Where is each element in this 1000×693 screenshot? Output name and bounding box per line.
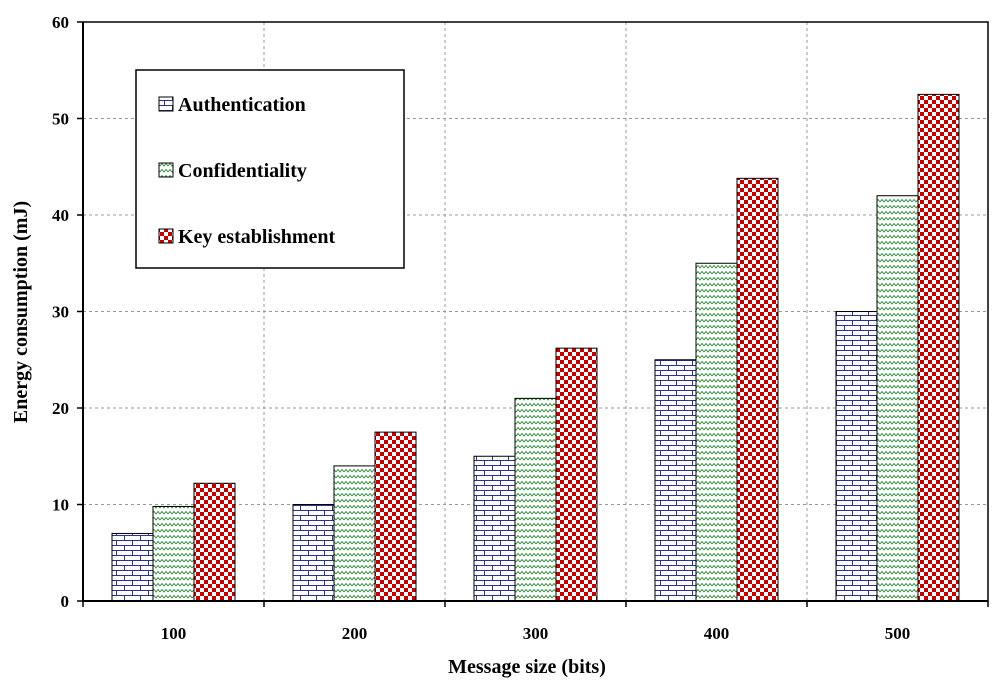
y-tick-label: 50 xyxy=(52,110,69,129)
bar-key-establishment-500 xyxy=(917,93,960,602)
y-tick-label: 30 xyxy=(52,303,69,322)
legend-label: Confidentiality xyxy=(178,160,307,182)
bar-confidentiality-400 xyxy=(695,262,738,602)
legend-swatch-authentication xyxy=(158,96,174,112)
tick-labels: 0 10 20 30 40 50 60 100 200 300 400 500 xyxy=(52,13,910,643)
bar-authentication-500 xyxy=(835,311,878,602)
bar-key-establishment-100 xyxy=(193,482,236,602)
bar-confidentiality-200 xyxy=(333,465,376,602)
legend-swatch-key-establishment xyxy=(158,228,174,244)
y-tick-label: 60 xyxy=(52,13,69,32)
y-axis-title: Energy consumption (mJ) xyxy=(10,201,32,423)
bars xyxy=(111,93,960,602)
x-tick-label: 500 xyxy=(885,624,911,643)
y-tick-label: 0 xyxy=(61,592,70,611)
bar-confidentiality-300 xyxy=(514,397,557,602)
bar-authentication-300 xyxy=(473,455,516,602)
legend-swatch-confidentiality xyxy=(158,162,174,178)
y-tick-label: 10 xyxy=(52,496,69,515)
bar-authentication-200 xyxy=(292,504,335,602)
legend-label: Authentication xyxy=(178,94,306,116)
bar-confidentiality-100 xyxy=(152,505,195,602)
y-tick-label: 40 xyxy=(52,206,69,225)
x-tick-label: 200 xyxy=(342,624,368,643)
legend: Authentication Confidentiality Key establi… xyxy=(135,69,405,269)
legend-box xyxy=(135,69,405,269)
legend-label: Key establishment xyxy=(178,226,336,248)
bar-key-establishment-400 xyxy=(736,177,779,602)
x-tick-label: 100 xyxy=(161,624,187,643)
bar-authentication-100 xyxy=(111,532,154,602)
bar-confidentiality-500 xyxy=(876,195,919,602)
axes xyxy=(77,21,989,607)
x-tick-label: 300 xyxy=(523,624,549,643)
y-tick-label: 20 xyxy=(52,399,69,418)
x-axis-title: Message size (bits) xyxy=(448,656,606,678)
bar-key-establishment-300 xyxy=(555,347,598,602)
x-tick-label: 400 xyxy=(704,624,730,643)
bar-authentication-400 xyxy=(654,359,697,602)
bar-key-establishment-200 xyxy=(374,431,417,602)
